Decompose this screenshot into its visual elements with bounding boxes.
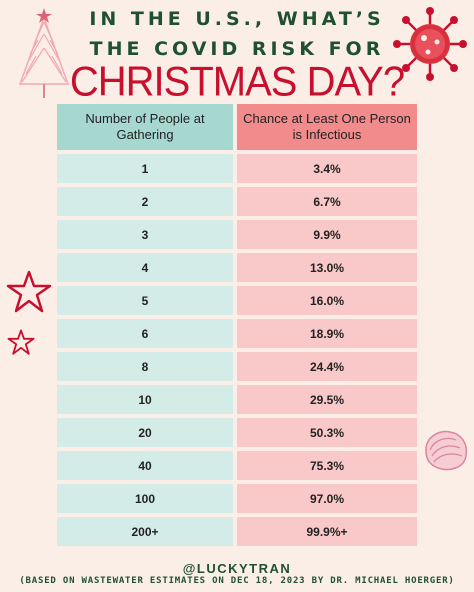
people-cell: 5 [57, 286, 233, 315]
virus-icon [393, 7, 467, 81]
chance-cell: 75.3% [237, 451, 417, 480]
chance-cell: 16.0% [237, 286, 417, 315]
people-cell: 20 [57, 418, 233, 447]
people-cell: 10 [57, 385, 233, 414]
source-note: (BASED ON WASTEWATER ESTIMATES ON DEC 18… [19, 576, 455, 586]
people-cell: 8 [57, 352, 233, 381]
people-cell: 2 [57, 187, 233, 216]
table-row: 6 18.9% [57, 319, 417, 348]
chance-cell: 18.9% [237, 319, 417, 348]
table-row: 20 50.3% [57, 418, 417, 447]
people-cell: 200+ [57, 517, 233, 546]
chance-cell: 99.9%+ [237, 517, 417, 546]
seashell-icon [425, 430, 468, 471]
table-row: 200+ 99.9%+ [57, 517, 417, 546]
title-line-2: THE COVID RISK FOR [89, 38, 385, 60]
people-cell: 4 [57, 253, 233, 282]
table-row: 1 3.4% [57, 154, 417, 183]
people-cell: 3 [57, 220, 233, 249]
table-row: 8 24.4% [57, 352, 417, 381]
chance-cell: 29.5% [237, 385, 417, 414]
title-christmas-day: CHRISTMAS DAY? [69, 58, 405, 106]
table-row: 2 6.7% [57, 187, 417, 216]
starfish-icon [7, 329, 35, 355]
people-cell: 1 [57, 154, 233, 183]
table-header: Number of People at Gathering Chance at … [57, 104, 417, 150]
people-cell: 6 [57, 319, 233, 348]
table-row: 100 97.0% [57, 484, 417, 513]
header-people: Number of People at Gathering [57, 104, 233, 150]
chance-cell: 9.9% [237, 220, 417, 249]
author-handle: @LUCKYTRAN [182, 561, 292, 576]
chance-cell: 6.7% [237, 187, 417, 216]
people-cell: 40 [57, 451, 233, 480]
header-chance: Chance at Least One Person is Infectious [237, 104, 417, 150]
table-row: 40 75.3% [57, 451, 417, 480]
title-line-1: IN THE U.S., WHAT’S [89, 8, 385, 30]
chance-cell: 97.0% [237, 484, 417, 513]
risk-table: Number of People at Gathering Chance at … [57, 104, 417, 546]
people-cell: 100 [57, 484, 233, 513]
christmas-tree-icon [18, 8, 70, 98]
table-row: 3 9.9% [57, 220, 417, 249]
chance-cell: 13.0% [237, 253, 417, 282]
chance-cell: 24.4% [237, 352, 417, 381]
chance-cell: 50.3% [237, 418, 417, 447]
table-row: 4 13.0% [57, 253, 417, 282]
chance-cell: 3.4% [237, 154, 417, 183]
starfish-icon [6, 270, 52, 313]
table-row: 5 16.0% [57, 286, 417, 315]
table-row: 10 29.5% [57, 385, 417, 414]
